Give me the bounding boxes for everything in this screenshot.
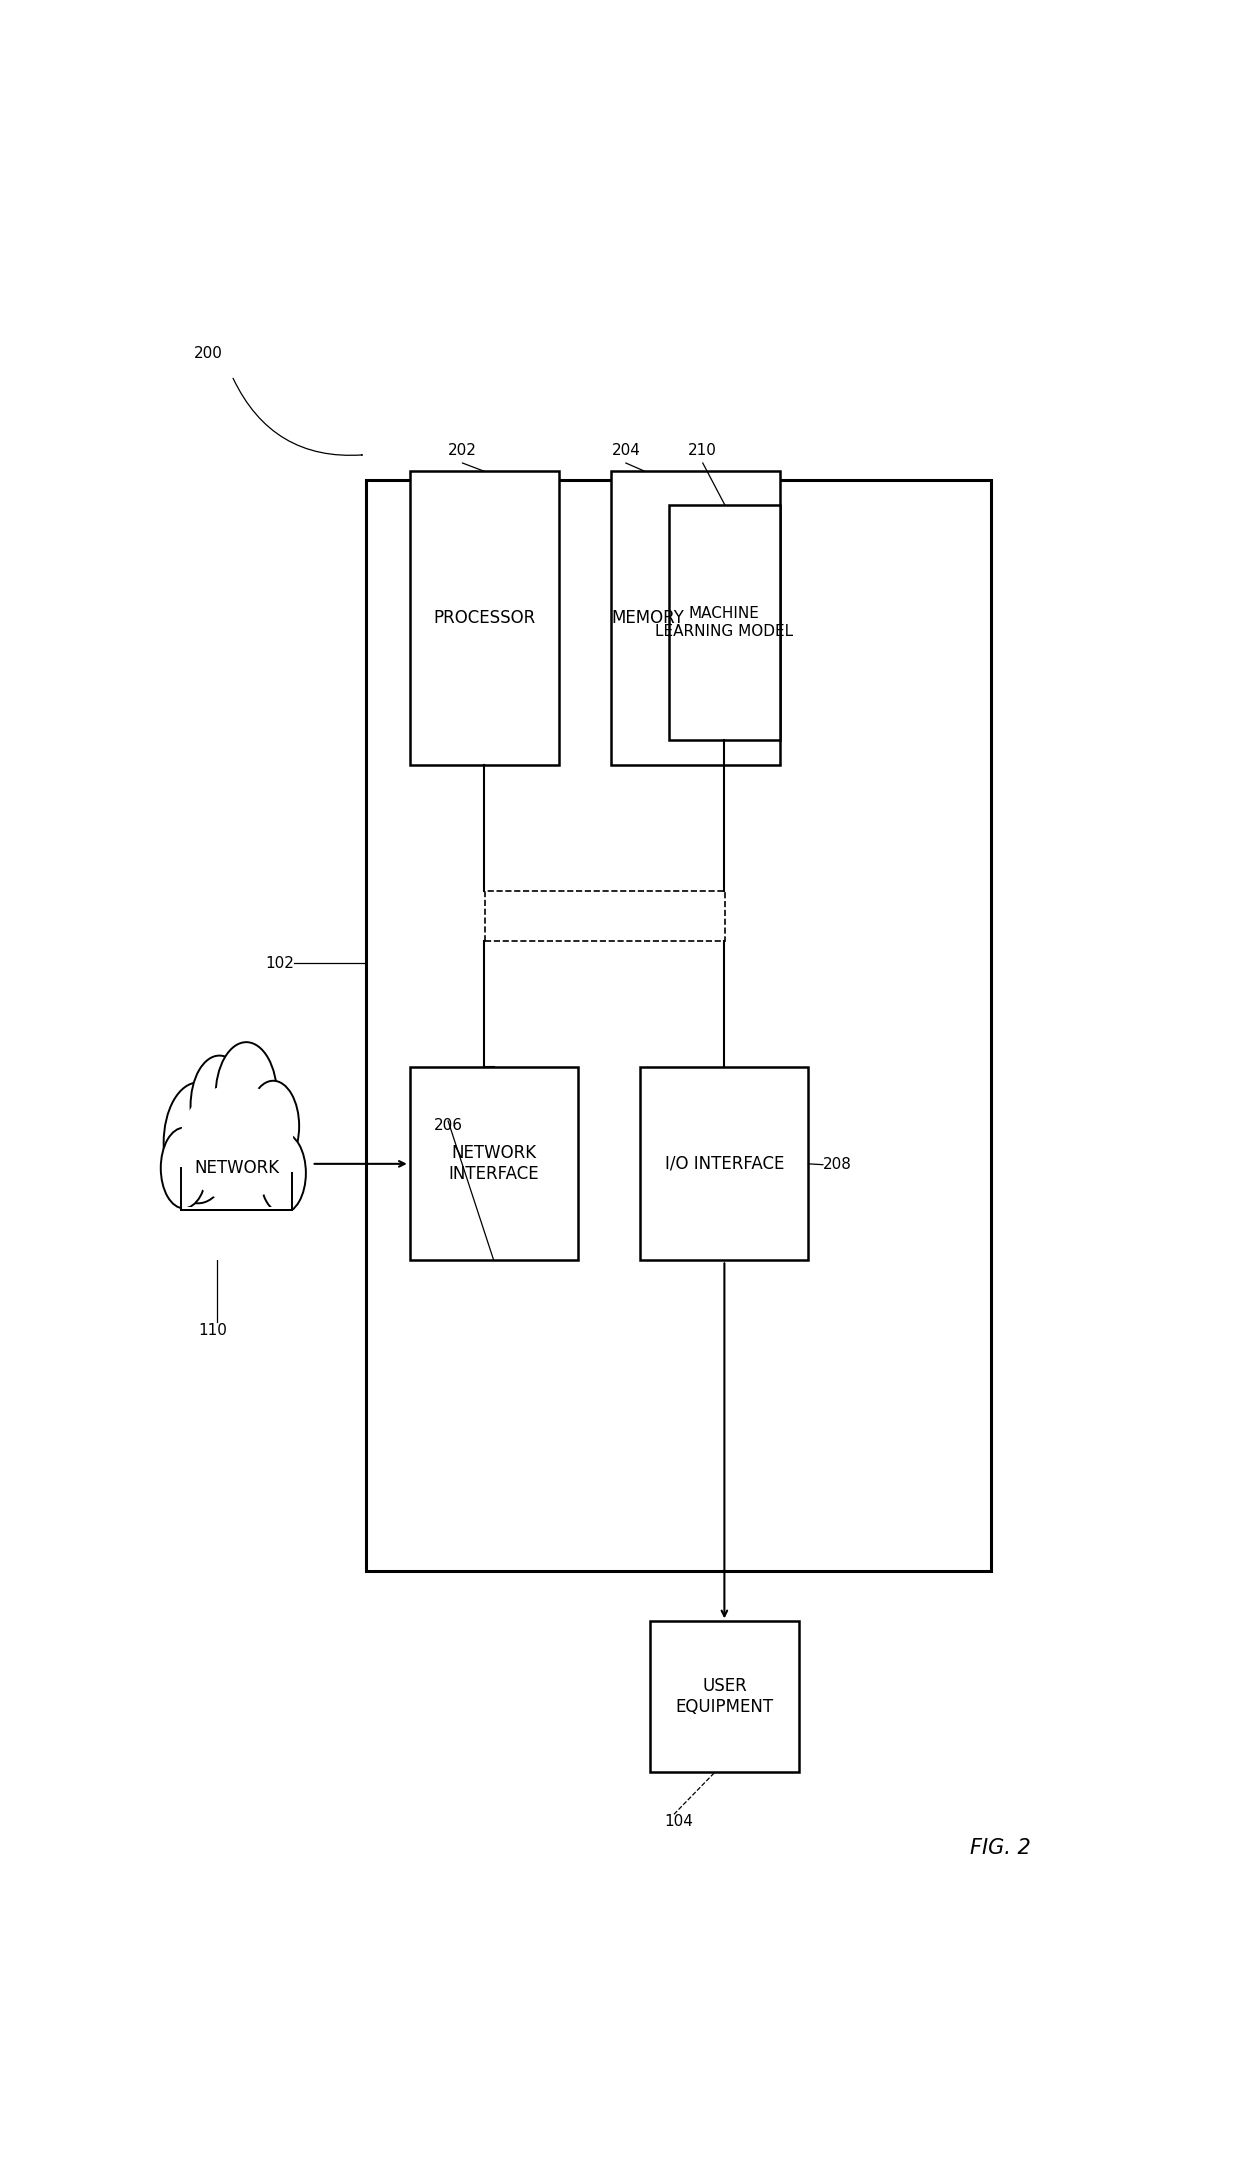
Text: NETWORK: NETWORK: [195, 1160, 279, 1177]
Text: I/O INTERFACE: I/O INTERFACE: [665, 1155, 784, 1173]
Text: 110: 110: [198, 1323, 227, 1339]
Text: 210: 210: [688, 443, 717, 458]
Text: 200: 200: [193, 347, 222, 362]
Text: 208: 208: [823, 1158, 852, 1173]
Text: 206: 206: [434, 1118, 463, 1134]
Ellipse shape: [216, 1042, 277, 1149]
Bar: [367, 480, 991, 1572]
Bar: [611, 471, 780, 765]
Ellipse shape: [161, 1127, 207, 1208]
Text: MACHINE
LEARNING MODEL: MACHINE LEARNING MODEL: [655, 606, 794, 639]
FancyArrowPatch shape: [233, 379, 362, 456]
Text: 204: 204: [611, 443, 640, 458]
Ellipse shape: [191, 1055, 248, 1155]
Text: MEMORY: MEMORY: [611, 608, 684, 628]
Text: 104: 104: [665, 1814, 693, 1829]
Text: PROCESSOR: PROCESSOR: [433, 608, 536, 628]
Bar: [409, 471, 558, 765]
Text: USER
EQUIPMENT: USER EQUIPMENT: [676, 1676, 774, 1716]
Text: FIG. 2: FIG. 2: [971, 1838, 1030, 1857]
Bar: [650, 1622, 799, 1772]
Bar: [670, 506, 780, 739]
Bar: [181, 1208, 293, 1260]
Bar: [640, 1068, 808, 1260]
Bar: [485, 892, 725, 942]
Ellipse shape: [247, 1081, 299, 1171]
Ellipse shape: [180, 1083, 294, 1201]
Text: 202: 202: [448, 443, 477, 458]
Bar: [409, 1068, 578, 1260]
Text: NETWORK
INTERFACE: NETWORK INTERFACE: [449, 1144, 539, 1184]
Text: 102: 102: [265, 955, 294, 970]
Ellipse shape: [164, 1083, 233, 1203]
Ellipse shape: [259, 1134, 306, 1214]
